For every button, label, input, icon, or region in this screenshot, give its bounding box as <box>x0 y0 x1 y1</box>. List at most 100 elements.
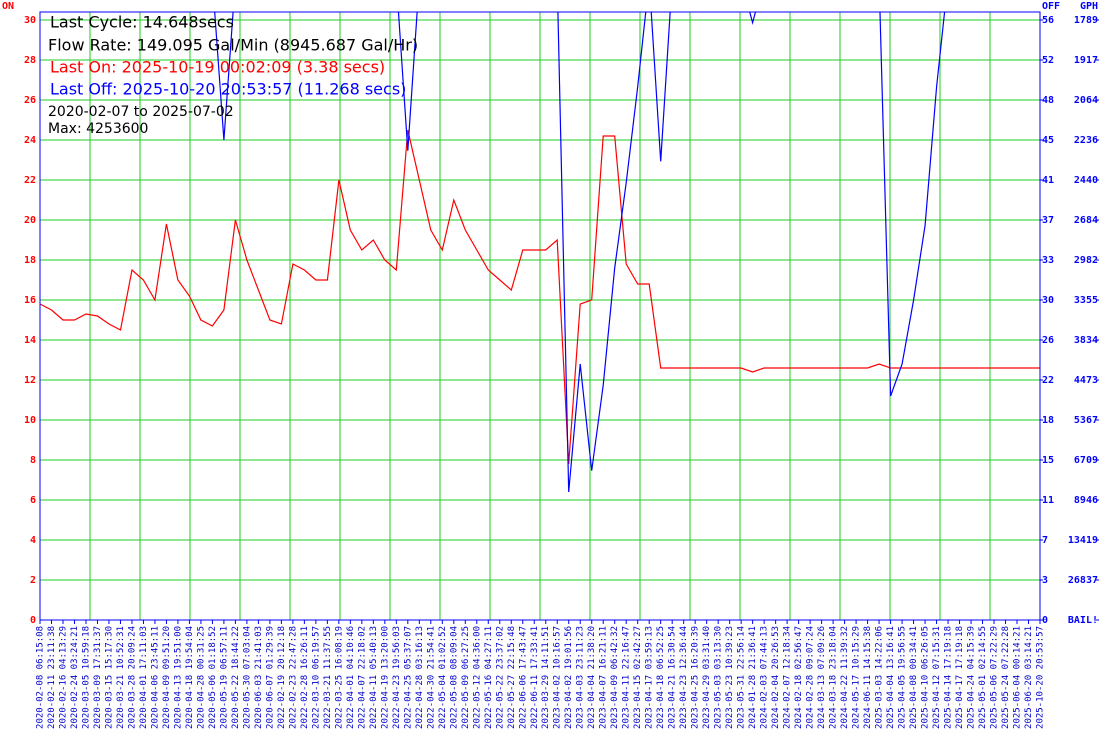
x-tick-label: 2024-02-18 02:56:47 <box>794 626 804 729</box>
y3-tick-label: 2440 <box>1074 175 1098 186</box>
y-tick-label: 8 <box>30 455 36 466</box>
x-tick-label: 2020-02-16 04:13:29 <box>58 626 68 729</box>
y2-tick-label: 11 <box>1042 495 1054 506</box>
x-tick-label: 2022-03-10 06:19:57 <box>311 626 321 729</box>
y2-tick-label: 56 <box>1042 15 1054 26</box>
y-axis-header: ON <box>2 1 14 12</box>
x-tick-label: 2020-03-15 15:17:30 <box>104 626 114 729</box>
x-tick-label: 2023-05-23 10:39:23 <box>725 626 735 729</box>
x-tick-label: 2020-02-11 23:11:38 <box>47 626 57 729</box>
x-tick-label: 2025-05-06 07:22:29 <box>990 626 1000 729</box>
x-tick-label: 2022-02-19 20:12:18 <box>277 626 287 729</box>
y2-tick-label: 52 <box>1042 55 1054 66</box>
x-tick-label: 2022-04-11 05:40:13 <box>369 626 379 729</box>
x-tick-label: 2025-04-08 00:34:41 <box>909 626 919 729</box>
y-tick-label: 28 <box>24 55 36 66</box>
y2-tick-label: 7 <box>1042 535 1048 546</box>
x-tick-label: 2023-04-11 22:16:47 <box>622 626 632 729</box>
x-tick-label: 2025-04-14 17:19:18 <box>944 626 954 729</box>
annotation: 2020-02-07 to 2025-07-02 <box>48 104 234 120</box>
x-tick-label: 2023-04-29 03:31:40 <box>702 626 712 729</box>
x-tick-label: 2024-03-18 23:18:04 <box>829 626 839 729</box>
y3-tick-label: 26837 <box>1068 575 1098 586</box>
x-tick-label: 2022-05-22 23:37:02 <box>495 626 505 729</box>
x-tick-label: 2024-03-13 07:09:26 <box>817 626 827 729</box>
y-tick-label: 24 <box>24 135 36 146</box>
x-tick-label: 2024-02-28 09:07:24 <box>806 626 816 729</box>
x-tick-label: 2022-05-12 04:36:00 <box>472 626 482 729</box>
y2-tick-label: 22 <box>1042 375 1054 386</box>
series-line <box>40 129 1040 465</box>
y-tick-label: 18 <box>24 255 36 266</box>
x-tick-label: 2023-04-02 10:16:57 <box>553 626 563 729</box>
y-tick-label: 12 <box>24 375 36 386</box>
x-tick-label: 2023-04-04 21:38:20 <box>587 626 597 729</box>
y-tick-label: 30 <box>24 15 36 26</box>
x-tick-label: 2022-04-28 03:16:13 <box>415 626 425 729</box>
x-tick-label: 2023-04-25 16:20:39 <box>691 626 701 729</box>
y3-tick-label: 2684 <box>1074 215 1098 226</box>
y3-tick-label: 1917 <box>1074 55 1098 66</box>
x-tick-label: 2022-05-16 04:27:11 <box>484 626 494 729</box>
x-tick-label: 2022-02-28 16:26:11 <box>300 626 310 729</box>
y2-tick-label: 45 <box>1042 135 1054 146</box>
x-tick-label: 2022-04-25 05:37:07 <box>403 626 413 729</box>
x-tick-label: 2024-06-11 14:15:38 <box>863 626 873 729</box>
x-tick-label: 2023-03-29 14:11:51 <box>541 626 551 729</box>
x-tick-label: 2020-03-09 17:31:37 <box>93 626 103 729</box>
x-tick-label: 2022-04-01 04:10:46 <box>346 626 356 729</box>
x-tick-label: 2020-03-05 10:59:18 <box>81 626 91 729</box>
y3-axis-header: GPH <box>1080 1 1098 12</box>
x-tick-label: 2025-04-10 06:26:05 <box>921 626 931 729</box>
x-tick-label: 2023-04-07 16:21:11 <box>599 626 609 729</box>
x-tick-label: 2020-03-28 20:09:24 <box>127 626 137 729</box>
x-tick-label: 2022-03-21 11:37:55 <box>323 626 333 729</box>
x-tick-label: 2025-06-20 03:14:21 <box>1024 626 1034 729</box>
x-tick-label: 2020-06-07 01:29:39 <box>265 626 275 729</box>
y-tick-label: 6 <box>30 495 36 506</box>
x-tick-label: 2022-05-08 08:09:04 <box>449 626 459 729</box>
x-tick-label: 2023-05-31 22:56:14 <box>737 626 747 729</box>
y2-tick-label: 18 <box>1042 415 1054 426</box>
annotation: Last Off: 2025-10-20 20:53:57 (11.268 se… <box>50 80 406 99</box>
x-tick-label: 2022-06-06 17:43:47 <box>518 626 528 729</box>
x-tick-label: 2022-03-25 16:08:19 <box>334 626 344 729</box>
x-tick-label: 2022-05-09 06:27:25 <box>461 626 471 729</box>
x-tick-label: 2025-06-04 00:14:21 <box>1013 626 1023 729</box>
x-tick-label: 2020-05-22 18:44:22 <box>231 626 241 729</box>
y2-tick-label: 37 <box>1042 215 1054 226</box>
y-tick-label: 26 <box>24 95 36 106</box>
x-tick-label: 2025-04-24 04:15:39 <box>967 626 977 729</box>
y2-axis-header: OFF <box>1042 1 1060 12</box>
y-tick-label: 4 <box>30 535 36 546</box>
y-tick-label: 20 <box>24 215 36 226</box>
y3-tick-label: 3355 <box>1074 295 1098 306</box>
x-tick-label: 2023-04-15 02:42:27 <box>633 626 643 729</box>
y2-tick-label: 48 <box>1042 95 1054 106</box>
x-tick-label: 2023-04-18 06:52:25 <box>656 626 666 729</box>
x-tick-label: 2022-06-11 17:33:41 <box>530 626 540 729</box>
y-tick-label: 14 <box>24 335 36 346</box>
x-tick-label: 2020-04-09 09:51:20 <box>162 626 172 729</box>
annotation: Flow Rate: 149.095 Gal/Min (8945.687 Gal… <box>48 36 418 55</box>
y3-tick-label: 5367 <box>1074 415 1098 426</box>
y2-tick-label: 33 <box>1042 255 1054 266</box>
x-tick-label: 2020-05-06 01:18:52 <box>208 626 218 729</box>
y-tick-label: 2 <box>30 575 36 586</box>
y-tick-label: 10 <box>24 415 36 426</box>
annotation: Last On: 2025-10-19 00:02:09 (3.38 secs) <box>50 58 385 77</box>
x-tick-label: 2022-02-23 22:47:28 <box>288 626 298 729</box>
y3-tick-label: 4473 <box>1074 375 1098 386</box>
x-tick-label: 2022-05-27 22:15:48 <box>507 626 517 729</box>
y3-tick-label: 1789 <box>1074 15 1098 26</box>
y3-tick-label: 3834 <box>1074 335 1098 346</box>
x-tick-label: 2024-02-07 12:18:34 <box>783 626 793 729</box>
x-tick-label: 2022-04-23 19:56:03 <box>392 626 402 729</box>
y-tick-label: 22 <box>24 175 36 186</box>
x-tick-label: 2024-01-28 21:36:41 <box>748 626 758 729</box>
annotation: Last Cycle: 14.648secs <box>50 13 234 32</box>
x-tick-label: 2020-03-21 10:52:31 <box>116 626 126 729</box>
x-tick-label: 2020-02-24 03:24:21 <box>70 626 80 729</box>
x-tick-label: 2022-04-19 13:20:00 <box>380 626 390 729</box>
